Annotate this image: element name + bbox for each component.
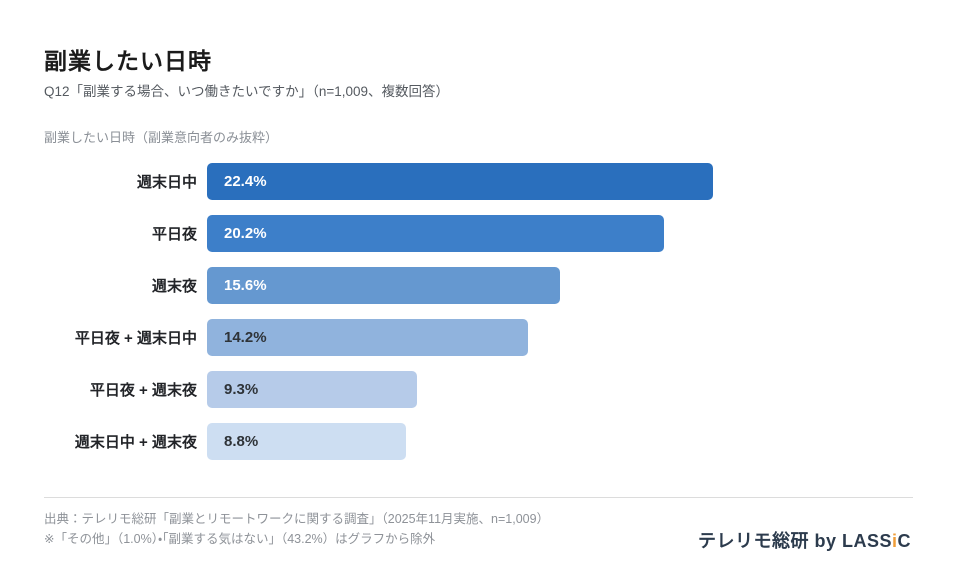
value-label: 22.4%: [224, 173, 267, 190]
footer-divider: [44, 497, 913, 498]
chart-subtitle: 副業したい日時（副業意向者のみ抜粋）: [44, 130, 279, 145]
category-label: 平日夜 + 週末夜: [89, 382, 197, 399]
chart-row: 平日夜 20.2%: [44, 215, 913, 252]
chart-row: 週末夜 15.6%: [44, 267, 913, 304]
brand-logo-pre: テレリモ総研 by LASS: [697, 531, 892, 551]
chart-rows: 週末日中 22.4% 平日夜 20.2% 週末夜 15.6% 平日夜 + 週末日中 14.2%…: [44, 163, 913, 460]
bar-track: 14.2%: [207, 319, 913, 356]
bar-track: 9.3%: [207, 371, 913, 408]
value-label: 20.2%: [224, 225, 267, 242]
note-text: ※「その他」（1.0%）・「副業する気はない」（43.2%）はグラフから除外: [44, 532, 436, 546]
category-label: 平日夜: [151, 226, 197, 243]
category-label: 平日夜 + 週末日中: [74, 330, 197, 347]
value-label: 8.8%: [224, 433, 259, 450]
brand-logo-accent: i: [891, 531, 898, 551]
page-title: 副業したい日時: [44, 48, 212, 74]
value-label: 14.2%: [224, 329, 267, 346]
question-subtitle: Q12「副業する場合、いつ働きたいですか」（n=1,009、複数回答）: [44, 84, 450, 99]
bar: 22.4%: [207, 163, 713, 200]
bar-chart: 週末日中 22.4% 平日夜 20.2% 週末夜 15.6% 平日夜 + 週末日中 14.2%…: [44, 163, 913, 475]
category-label: 週末夜: [151, 278, 197, 295]
bar-track: 22.4%: [207, 163, 913, 200]
category-label: 週末日中 + 週末夜: [74, 434, 197, 451]
chart-row: 週末日中 + 週末夜 8.8%: [44, 423, 913, 460]
category-label: 週末日中: [136, 174, 197, 191]
value-label: 9.3%: [224, 381, 259, 398]
chart-row: 平日夜 + 週末夜 9.3%: [44, 371, 913, 408]
value-label: 15.6%: [224, 277, 267, 294]
brand-logo: テレリモ総研 by LASSiC: [698, 527, 911, 553]
bar: 8.8%: [207, 423, 406, 460]
bar: 14.2%: [207, 319, 528, 356]
source-text: 出典：テレリモ総研「副業とリモートワークに関する調査」（2025年11月実施、n…: [44, 512, 550, 526]
chart-row: 週末日中 22.4%: [44, 163, 913, 200]
chart-row: 平日夜 + 週末日中 14.2%: [44, 319, 913, 356]
bar-track: 20.2%: [207, 215, 913, 252]
bar-track: 8.8%: [207, 423, 913, 460]
bar-track: 15.6%: [207, 267, 913, 304]
bar: 9.3%: [207, 371, 417, 408]
brand-logo-post: C: [897, 531, 911, 551]
bar: 15.6%: [207, 267, 560, 304]
bar: 20.2%: [207, 215, 664, 252]
